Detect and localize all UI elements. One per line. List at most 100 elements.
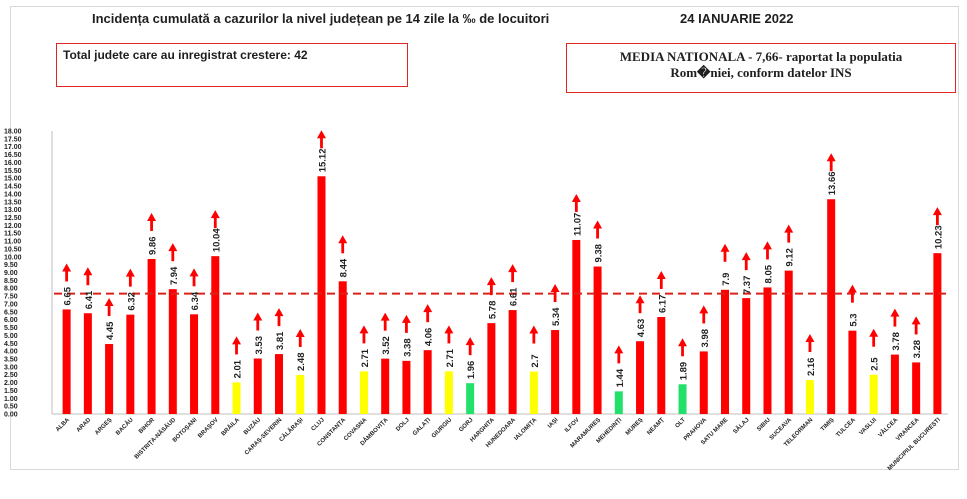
x-category-label: OLT [675,417,688,430]
bar-value-label: 7.9 [721,273,732,286]
y-tick-label: 4.00 [4,349,18,356]
bar-value-label: 7.37 [742,276,753,295]
trend-arrow-shaft [468,343,472,356]
trend-arrow-up-icon [508,264,518,273]
trend-arrow-up-icon [274,308,284,317]
bar-value-label: 8.44 [339,258,350,277]
y-tick-label: 15.00 [4,176,22,183]
trend-arrow-up-icon [529,325,539,334]
x-category-label: DOLJ [395,417,411,433]
trend-arrow-up-icon [741,252,751,261]
bar-value-label: 5.34 [551,307,562,326]
trend-arrow-up-icon [359,325,369,334]
y-tick-label: 5.00 [4,333,18,340]
trend-arrow-shaft [341,241,345,254]
bar-24 [572,239,581,414]
x-category-label: IAȘI [547,417,560,430]
bar-value-label: 6.41 [84,290,95,309]
bar-35 [805,380,814,414]
national-average-box: MEDIA NATIONALA - 7,66- raportat la popu… [566,43,956,93]
bar-value-label: 6.34 [190,291,201,310]
x-category-label: ALBA [55,417,71,433]
bar-value-label: 9.38 [594,244,605,263]
bar-value-label: 5.78 [487,301,498,320]
bar-value-label: 10.23 [933,225,944,249]
y-tick-label: 1.50 [4,388,18,395]
trend-arrow-up-icon [847,284,857,293]
bar-value-label: 4.06 [424,328,435,347]
y-tick-label: 7.00 [4,301,18,308]
x-category-label: CLUJ [311,417,326,432]
bar-value-label: 9.12 [785,248,796,267]
x-category-label: BRAȘOV [197,417,219,439]
trend-arrow-shaft [829,159,833,172]
y-tick-label: 5.50 [4,325,18,332]
bar-11 [296,375,305,414]
x-category-label: VÂLCEA [877,416,900,439]
y-tick-label: 13.00 [4,207,22,214]
report-date: 24 IANUARIE 2022 [680,11,794,26]
y-tick-label: 11.00 [4,239,21,246]
trend-arrow-shaft [65,269,69,282]
x-category-label: GALAȚI [412,417,432,437]
trend-arrow-up-icon [62,263,72,272]
bar-value-label: 2.5 [870,357,881,371]
trend-arrow-shaft [256,318,260,331]
trend-arrow-shaft [489,283,493,296]
y-tick-label: 0.00 [4,412,18,419]
chart-frame [10,6,959,470]
bar-value-label: 1.96 [466,361,477,380]
y-tick-label: 17.50 [4,136,22,143]
trend-arrow-up-icon [465,337,475,346]
bar-30 [699,351,708,414]
trend-arrow-up-icon [720,243,730,252]
trend-arrow-shaft [914,322,918,335]
trend-arrow-up-icon [635,295,645,304]
trend-arrow-up-icon [316,130,326,139]
y-tick-label: 8.00 [4,286,18,293]
bar-value-label: 2.71 [360,348,371,367]
bar-29 [678,384,687,414]
x-category-label: IALOMIȚA [514,417,539,442]
bar-value-label: 10.04 [211,228,222,252]
trend-arrow-shaft [893,314,897,327]
trend-arrow-shaft [851,290,854,303]
y-tick-label: 7.50 [4,294,18,301]
trend-arrow-shaft [596,226,599,239]
bar-value-label: 3.53 [254,336,265,355]
x-category-label: SIBIU [756,417,772,433]
y-tick-label: 10.50 [4,246,22,253]
trend-arrow-up-icon [210,210,220,219]
trend-arrow-shaft [192,274,196,287]
bar-0 [62,309,71,414]
bar-17 [423,350,432,414]
bar-18 [444,371,453,414]
bar-40 [912,362,921,414]
y-tick-label: 18.00 [4,129,22,136]
bar-value-label: 2.16 [806,358,817,377]
bar-8 [232,382,241,414]
trend-arrow-shaft [362,331,366,344]
y-tick-label: 16.50 [4,152,22,159]
trend-arrow-shaft [213,216,217,229]
trend-arrow-shaft [723,249,727,262]
bar-36 [827,199,836,414]
trend-arrow-up-icon [168,243,178,252]
trend-arrow-shaft [426,310,430,323]
value-labels: 6.65 6.41 4.45 6.32 9.86 7.94 6.34 10.04 2.01 3.5… [63,148,945,387]
total-increase-text: Total judete care au inregistrat crester… [63,48,308,62]
bar-2 [105,344,114,414]
trend-arrow-shaft [298,335,302,348]
total-increase-box: Total judete care au inregistrat crester… [56,43,408,87]
bar-value-label: 2.7 [530,354,541,367]
x-category-label: GIURGIU [431,417,453,439]
y-tick-label: 8.50 [4,278,18,285]
trend-arrow-shaft [107,304,111,317]
bar-value-label: 4.45 [105,321,116,340]
bar-4 [147,258,156,414]
trend-arrow-up-icon [125,268,135,277]
x-category-label: NEAMȚ [646,417,666,437]
trend-arrow-up-icon [104,298,114,307]
x-category-label: TIMIȘ [820,417,836,433]
